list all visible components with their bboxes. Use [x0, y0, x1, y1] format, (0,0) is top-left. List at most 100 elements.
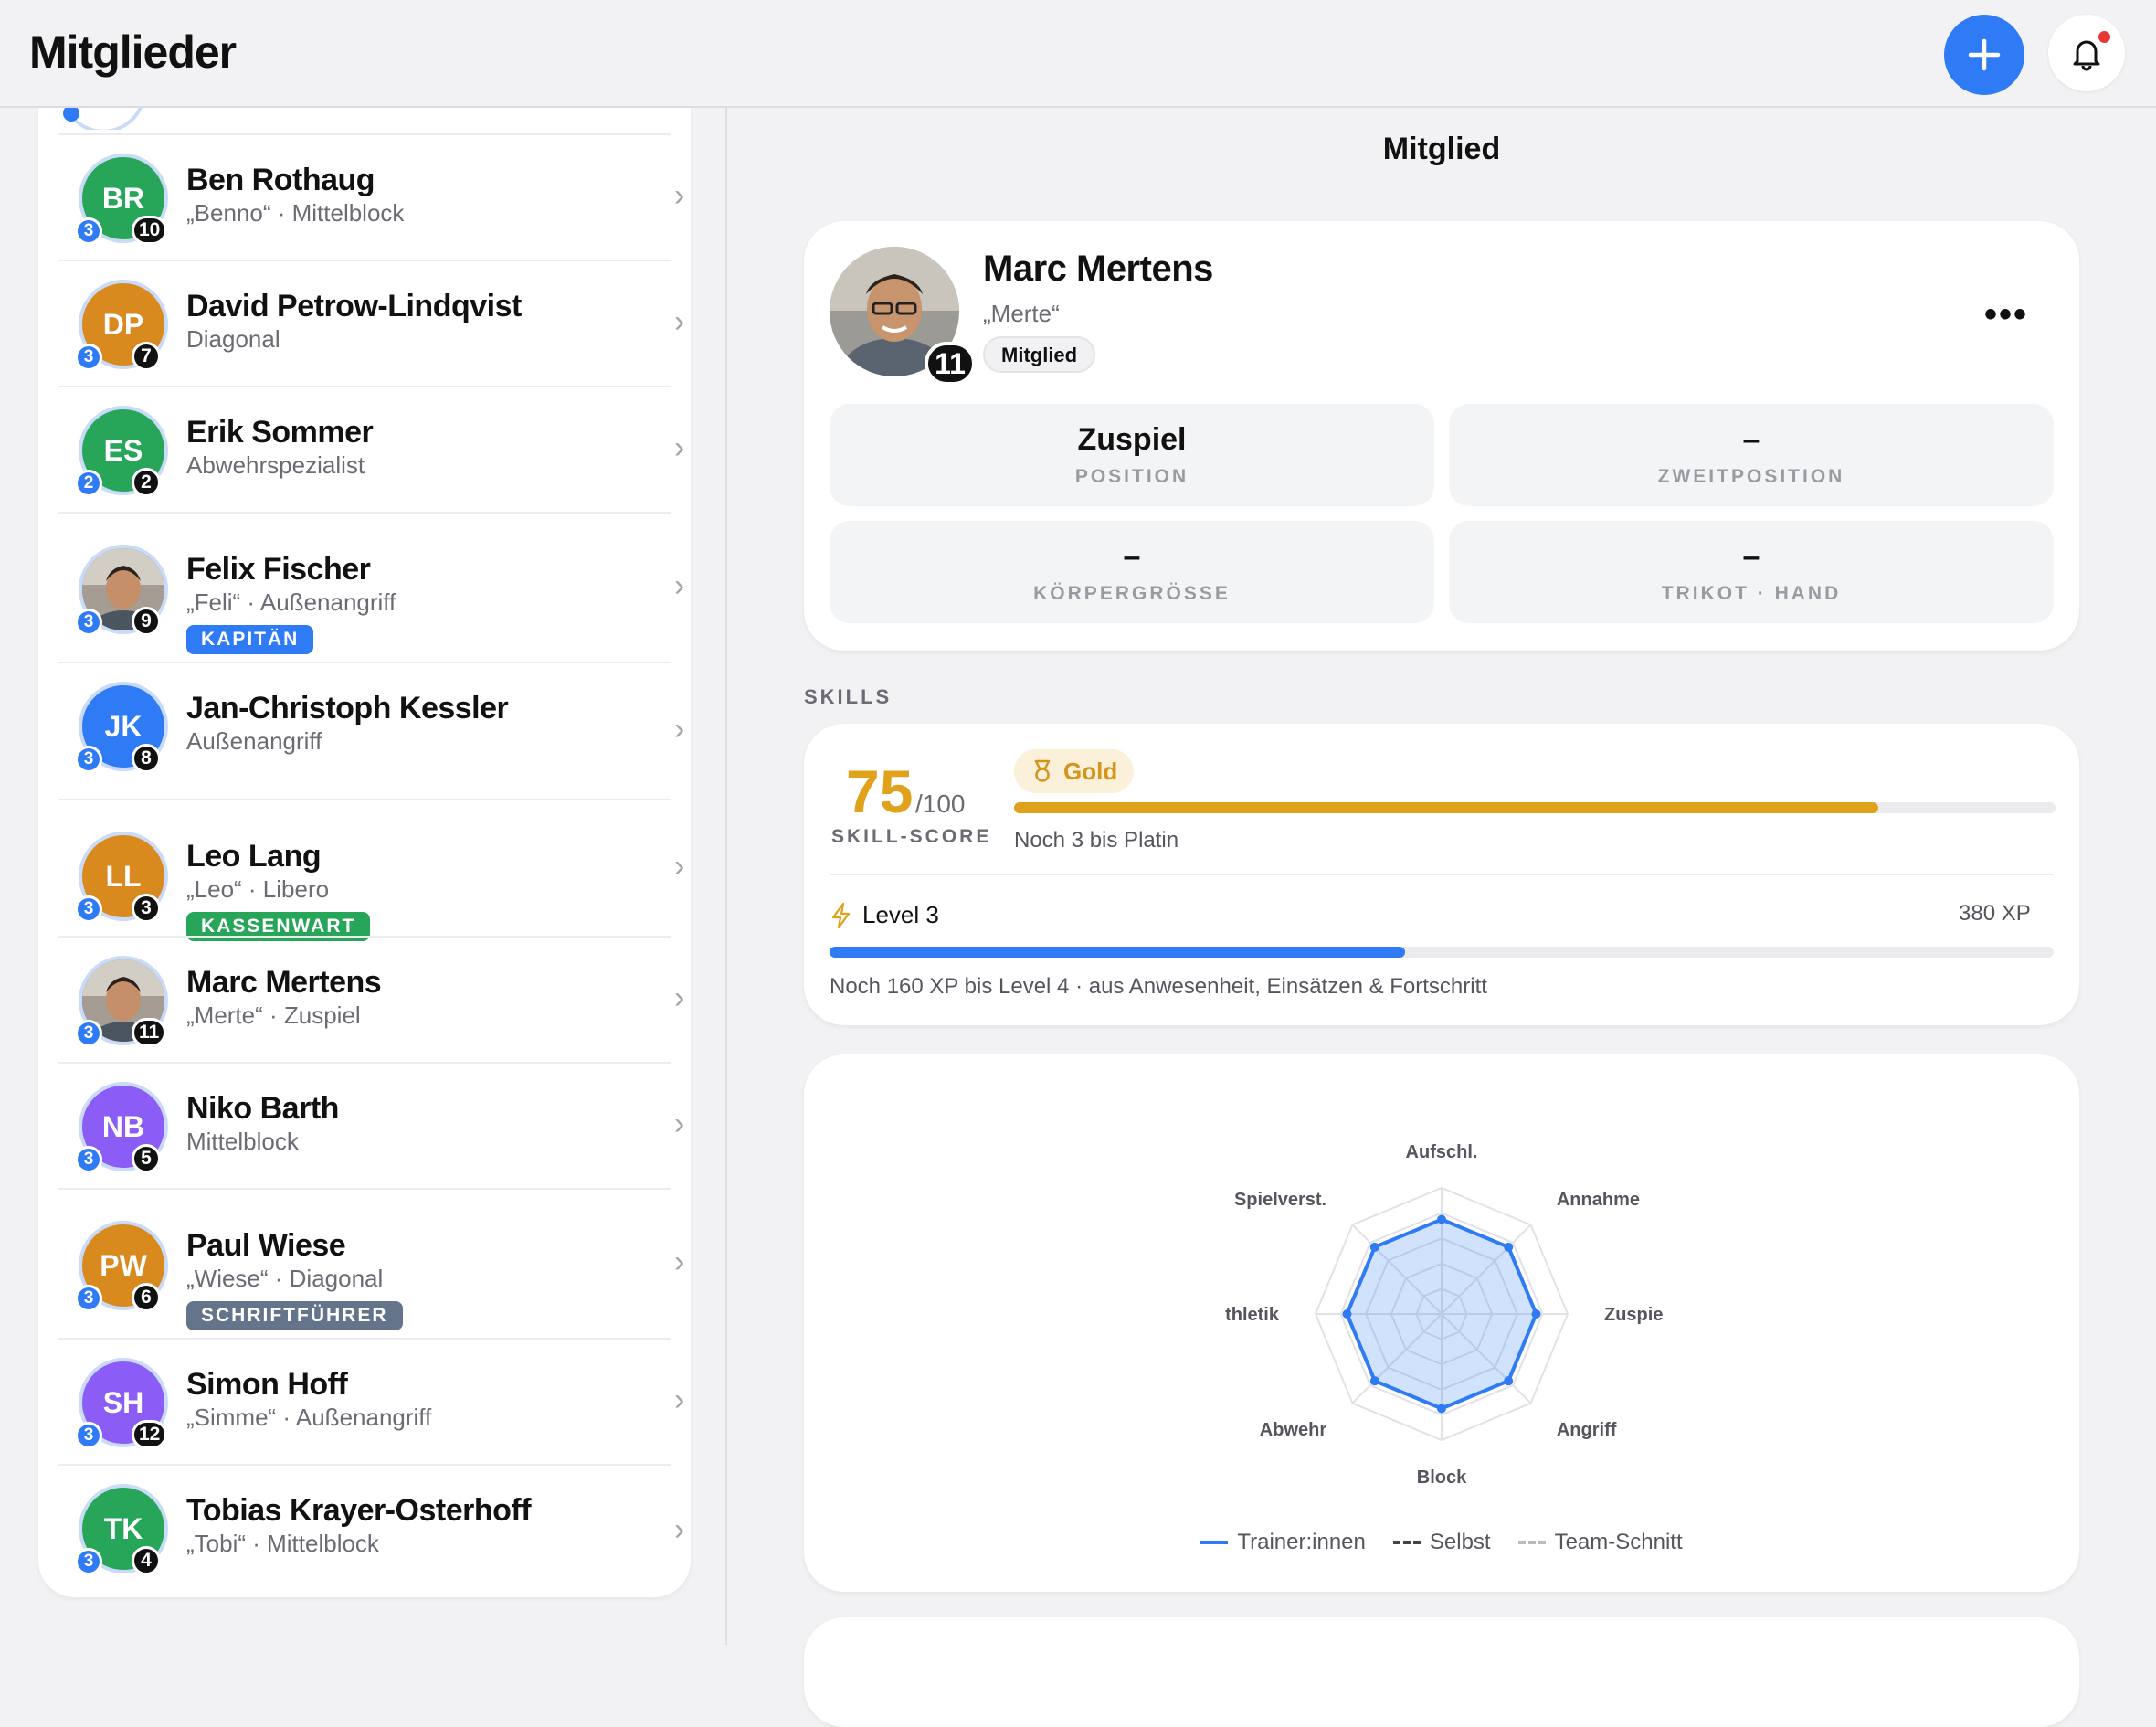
avatar-container: TK 3 4	[75, 1484, 168, 1575]
member-name: Ben Rothaug	[186, 163, 375, 197]
member-row[interactable]: 3 11 Marc Mertens „Merte“ · Zuspiel ›	[58, 936, 684, 1062]
add-member-button[interactable]	[1944, 15, 2024, 95]
skill-score-label: SKILL-SCORE	[831, 826, 992, 847]
radar-point	[1504, 1376, 1514, 1386]
chevron-right-icon: ›	[674, 1245, 685, 1279]
radar-spoke	[1441, 1224, 1532, 1315]
radar-axis-label: Angriff	[1557, 1420, 1617, 1440]
chevron-right-icon: ›	[674, 304, 685, 339]
level-label: Level 3	[862, 901, 939, 928]
member-status-badge: Mitglied	[983, 336, 1096, 373]
tier-label: Gold	[1063, 758, 1118, 785]
notifications-button[interactable]	[2048, 15, 2125, 91]
jersey-number-badge: 11	[925, 342, 976, 386]
member-row[interactable]: ES 2 2 Erik Sommer Abwehrspezialist ›	[58, 386, 684, 512]
level-badge: 3	[75, 895, 102, 923]
height-label: KÖRPERGRÖSSE	[1033, 583, 1231, 604]
legend-item-self: Selbst	[1392, 1530, 1491, 1555]
chevron-right-icon: ›	[674, 1107, 685, 1141]
skills-divider	[830, 874, 2054, 875]
level-badge: 3	[75, 1548, 102, 1575]
tier-progress-bar	[1014, 802, 2056, 813]
radar-point	[1437, 1214, 1446, 1224]
radar-spoke	[1351, 1224, 1443, 1315]
level-badge: 3	[75, 1146, 102, 1173]
skills-radar-chart: Aufschl. Annahme Zuspie Angriff Block Abwehr t…	[1225, 1142, 1663, 1488]
avatar-container: SH 3 12	[75, 1358, 168, 1449]
medal-icon	[1034, 759, 1051, 782]
page-title: Mitglieder	[29, 26, 237, 78]
xp-value: 380 XP	[1959, 901, 2031, 926]
radar-point	[1369, 1376, 1379, 1386]
jersey-hand-tile: – TRIKOT · HAND	[1449, 521, 2054, 623]
skill-score-max: /100	[915, 789, 966, 818]
level-badge: 3	[75, 1020, 102, 1047]
height-tile: – KÖRPERGRÖSSE	[830, 521, 1434, 623]
chevron-right-icon: ›	[674, 178, 685, 213]
jersey-number-badge: 7	[132, 342, 161, 371]
position-value: Zuspiel	[1077, 422, 1187, 457]
tier-progress-fill	[1014, 802, 1879, 813]
radar-card: Aufschl. Annahme Zuspie Angriff Block Abwehr t…	[804, 1054, 2079, 1592]
member-name: Marc Mertens	[186, 965, 382, 1000]
bell-icon	[2073, 40, 2100, 71]
avatar-container: NB 3 5	[75, 1082, 168, 1173]
member-name: Simon Hoff	[186, 1367, 348, 1402]
avatar-container: BR 3 10	[75, 154, 168, 245]
radar-axis-label: thletik	[1225, 1305, 1280, 1325]
jersey-hand-value: –	[1742, 539, 1760, 574]
member-row[interactable]: PW 3 6 Paul Wiese „Wiese“ · Diagonal SCH…	[58, 1188, 684, 1338]
role-badge: SCHRIFTFÜHRER	[186, 1301, 403, 1330]
legend-swatch-dashed-light	[1517, 1541, 1546, 1544]
member-row[interactable]: LL 3 3 Leo Lang „Leo“ · Libero KASSENWAR…	[58, 799, 684, 941]
member-row[interactable]: SH 3 12 Simon Hoff „Simme“ · Außenangrif…	[58, 1338, 684, 1464]
height-value: –	[1123, 539, 1141, 574]
tier-badge: Gold	[1014, 749, 1135, 793]
jersey-number-badge: 10	[132, 216, 168, 245]
member-row[interactable]: BR 3 10 Ben Rothaug „Benno“ · Mittelbloc…	[58, 133, 684, 260]
member-name: Tobias Krayer-Osterhoff	[186, 1493, 532, 1528]
legend-item-team-average: Team-Schnitt	[1517, 1530, 1683, 1555]
member-subtitle: Außenangriff	[186, 727, 322, 755]
top-bar: Mitglieder	[0, 0, 2156, 108]
level-badge: 3	[75, 609, 102, 636]
member-subtitle: „Benno“ · Mittelblock	[186, 199, 405, 227]
avatar-container: 3 9	[75, 545, 168, 636]
member-row[interactable]: JK 3 8 Jan-Christoph Kessler Außenangrif…	[58, 662, 684, 799]
avatar-initials: ES	[103, 433, 143, 467]
avatar-peek	[63, 108, 143, 130]
radar-axis-label: Block	[1417, 1467, 1467, 1488]
skill-score-value: 75	[846, 758, 914, 825]
second-position-tile: – ZWEITPOSITION	[1449, 404, 2054, 506]
radar-axis-label: Abwehr	[1260, 1420, 1327, 1440]
avatar: BR	[79, 154, 168, 243]
notification-dot	[2098, 31, 2110, 43]
legend-label: Selbst	[1429, 1530, 1491, 1554]
member-name: Jan-Christoph Kessler	[186, 691, 509, 726]
member-row[interactable]: TK 3 4 Tobias Krayer-Osterhoff „Tobi“ · …	[58, 1464, 684, 1597]
avatar-initials: LL	[105, 859, 142, 893]
chevron-right-icon: ›	[674, 1512, 685, 1547]
radar-point	[1504, 1242, 1514, 1252]
member-row[interactable]: 3 9 Felix Fischer „Feli“ · Außenangriff …	[58, 512, 684, 662]
radar-axis-label: Zuspie	[1604, 1305, 1663, 1325]
jersey-number-badge: 12	[132, 1420, 168, 1449]
position-tile: Zuspiel POSITION	[830, 404, 1434, 506]
jersey-number-badge: 6	[132, 1283, 161, 1312]
avatar-container: ES 2 2	[75, 406, 168, 497]
member-row[interactable]: NB 3 5 Niko Barth Mittelblock ›	[58, 1062, 684, 1188]
detail-title: Mitglied	[1382, 132, 1501, 166]
member-subtitle: Abwehrspezialist	[186, 451, 365, 479]
member-subtitle: „Leo“ · Libero	[186, 875, 330, 903]
jersey-number-badge: 3	[132, 894, 161, 923]
member-subtitle: „Merte“ · Zuspiel	[186, 1001, 361, 1029]
second-position-value: –	[1742, 422, 1760, 457]
member-subtitle: „Feli“ · Außenangriff	[186, 588, 396, 616]
chevron-right-icon: ›	[674, 430, 685, 465]
member-row[interactable]: DP 3 7 David Petrow-Lindqvist Diagonal ›	[58, 260, 684, 386]
avatar-initials: NB	[101, 1109, 145, 1143]
chevron-right-icon: ›	[674, 568, 685, 603]
legend-label: Team-Schnitt	[1554, 1530, 1683, 1554]
level-hint: Noch 160 XP bis Level 4 · aus Anwesenhei…	[830, 974, 1487, 999]
more-options-button[interactable]: •••	[1984, 294, 2029, 334]
